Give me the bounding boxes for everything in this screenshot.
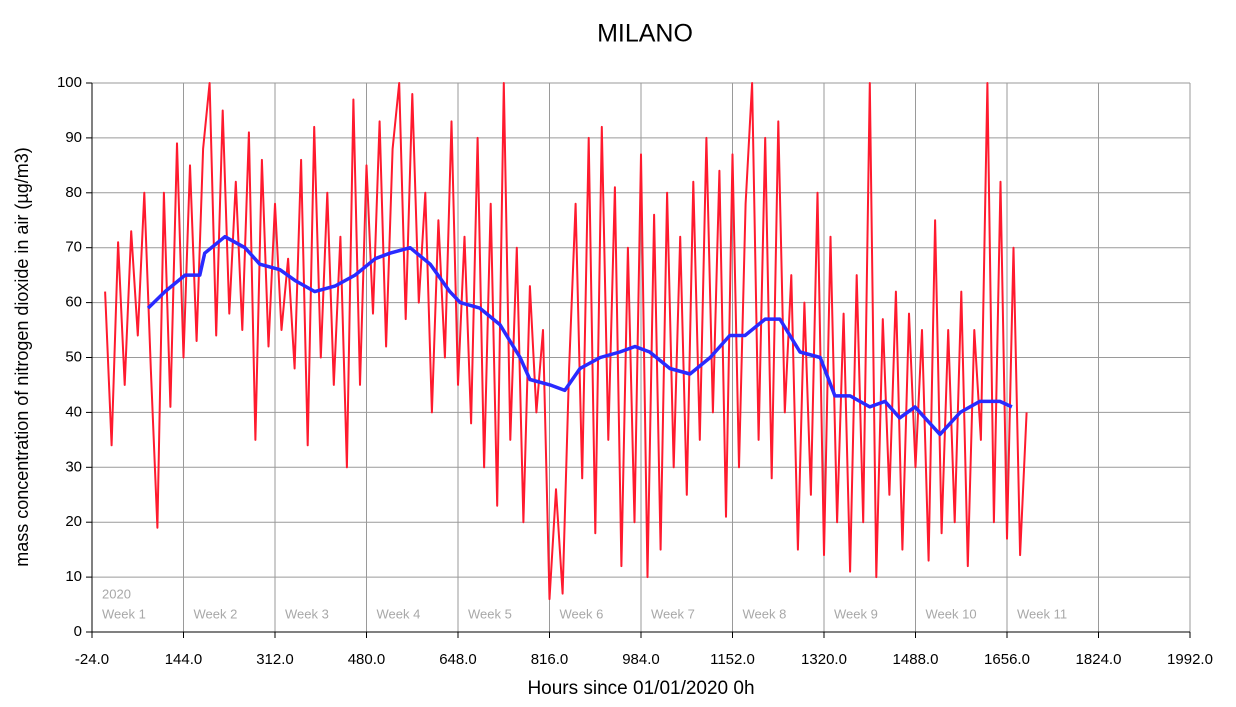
year-label: 2020 bbox=[102, 586, 131, 601]
week-label: Week 5 bbox=[468, 606, 512, 621]
y-tick-label: 20 bbox=[65, 513, 82, 530]
week-label: Week 9 bbox=[834, 606, 878, 621]
week-label: Week 4 bbox=[377, 606, 421, 621]
x-tick-label: 816.0 bbox=[531, 651, 569, 668]
y-axis-label: mass concentration of nitrogen dioxide i… bbox=[12, 147, 32, 567]
y-tick-label: 90 bbox=[65, 129, 82, 146]
x-tick-label: 648.0 bbox=[439, 651, 477, 668]
y-tick-label: 100 bbox=[57, 74, 82, 91]
y-tick-label: 50 bbox=[65, 348, 82, 365]
y-tick-label: 30 bbox=[65, 458, 82, 475]
week-label: Week 1 bbox=[102, 606, 146, 621]
y-tick-label: 40 bbox=[65, 403, 82, 420]
week-label: Week 6 bbox=[560, 606, 604, 621]
x-tick-label: 1656.0 bbox=[984, 651, 1030, 668]
x-axis-label: Hours since 01/01/2020 0h bbox=[527, 678, 754, 699]
x-tick-label: 1824.0 bbox=[1076, 651, 1122, 668]
x-tick-label: 312.0 bbox=[256, 651, 294, 668]
week-label: Week 3 bbox=[285, 606, 329, 621]
data-line bbox=[146, 234, 1013, 437]
x-tick-label: 144.0 bbox=[165, 651, 203, 668]
y-tick-label: 70 bbox=[65, 239, 82, 256]
y-tick-label: 0 bbox=[74, 623, 82, 640]
chart-title: MILANO bbox=[597, 20, 693, 48]
y-tick-label: 80 bbox=[65, 184, 82, 201]
x-tick-label: 1992.0 bbox=[1167, 651, 1213, 668]
x-tick-label: 1320.0 bbox=[801, 651, 847, 668]
x-tick-label: 1152.0 bbox=[710, 651, 755, 668]
x-tick-label: 1488.0 bbox=[893, 651, 939, 668]
week-label: Week 8 bbox=[743, 606, 787, 621]
week-label: Week 11 bbox=[1017, 606, 1067, 621]
x-tick-label: -24.0 bbox=[75, 651, 109, 668]
week-label: Week 2 bbox=[194, 606, 238, 621]
week-label: Week 10 bbox=[926, 606, 977, 621]
y-tick-label: 10 bbox=[65, 568, 82, 585]
x-tick-label: 984.0 bbox=[622, 651, 660, 668]
y-tick-label: 60 bbox=[65, 294, 82, 311]
week-label: Week 7 bbox=[651, 606, 695, 621]
data-line bbox=[104, 82, 1028, 601]
x-tick-label: 480.0 bbox=[348, 651, 386, 668]
